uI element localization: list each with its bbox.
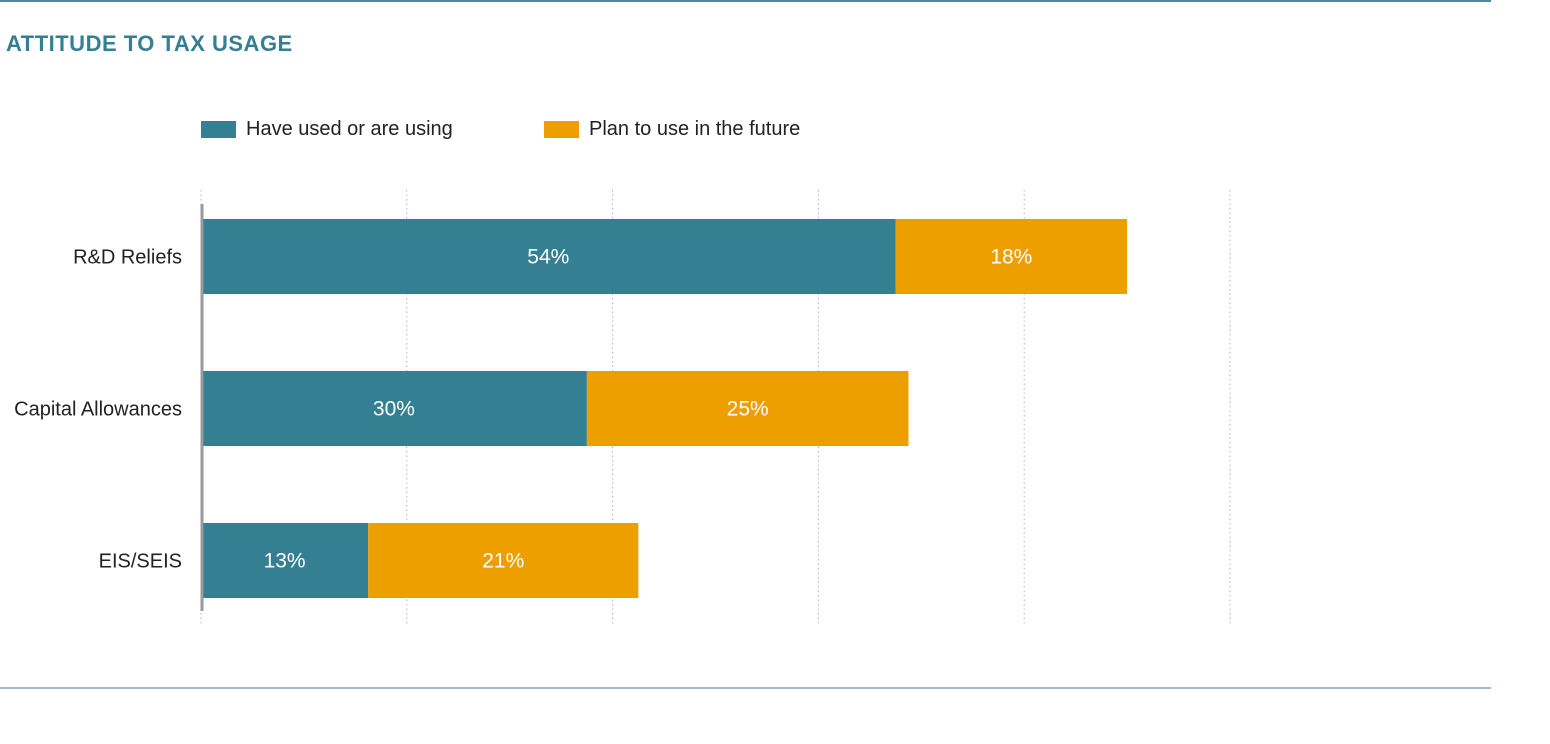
chart-title: ATTITUDE TO TAX USAGE [6,31,293,56]
legend-label-future: Plan to use in the future [589,117,801,140]
bar-segment [201,219,896,294]
value-label: 25% [727,398,769,421]
bar-segment [201,371,587,446]
value-label: 18% [990,246,1032,269]
category-label: EIS/SEIS [99,551,182,573]
value-label: 54% [527,246,569,269]
stacked-bar-chart: R&D Reliefs Capital Allowances EIS/SEIS 54… [14,190,1231,625]
bar-segment [201,523,369,598]
legend-swatch-future [544,120,579,138]
category-labels: R&D Reliefs Capital Allowances EIS/SEIS [14,247,182,573]
bar-segment [895,219,1128,294]
value-label: 21% [482,550,524,573]
category-label: Capital Allowances [14,399,182,421]
top-rule [0,0,1491,2]
value-labels: 54% 18% 30% 25% 13% 21% [264,246,1033,573]
legend-item-used: Have used or are using [201,115,453,143]
legend-swatch-used [201,120,236,138]
value-label: 13% [264,550,306,573]
legend-label-used: Have used or are using [246,117,453,140]
bars [201,219,1128,598]
bottom-rule [0,687,1491,689]
legend-item-future: Plan to use in the future [544,115,800,143]
bar-segment [586,371,909,446]
value-label: 30% [373,398,415,421]
bar-segment [368,523,639,598]
category-label: R&D Reliefs [73,247,182,269]
